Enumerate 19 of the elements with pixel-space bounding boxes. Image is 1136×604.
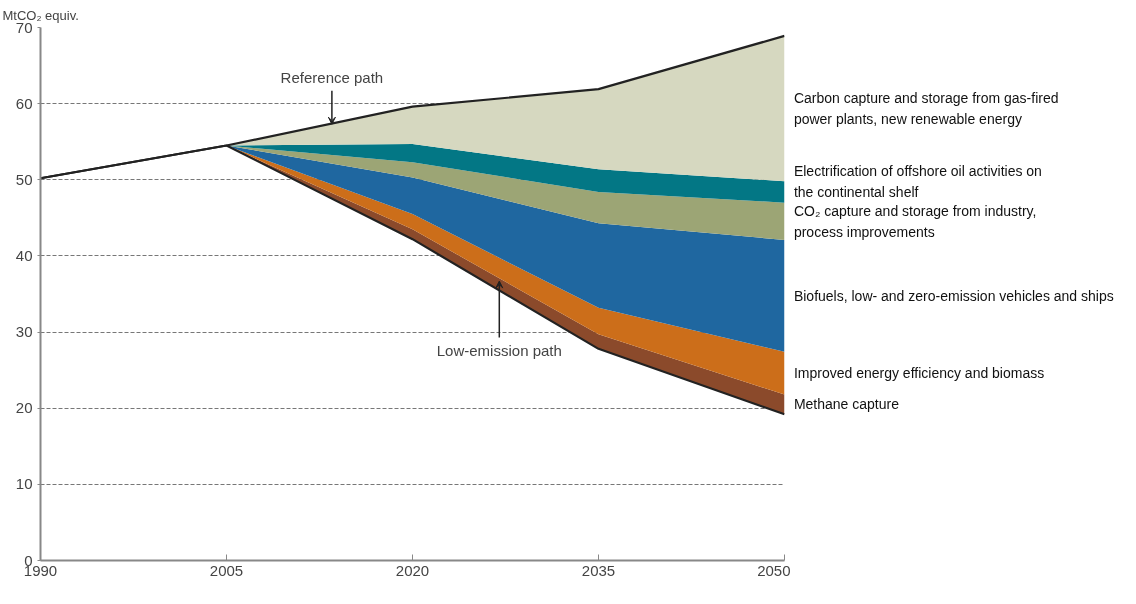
y-tick-label: 30 <box>15 323 33 341</box>
x-tick-label: 2005 <box>209 561 244 579</box>
series-label: Methane capture <box>793 396 900 413</box>
y-tick-label: 60 <box>15 94 33 112</box>
y-tick-label: 10 <box>15 475 33 493</box>
series-label: Improved energy efficiency and biomass <box>793 365 1045 382</box>
series-label: Biofuels, low- and zero-emission vehicles and ships <box>793 287 1114 304</box>
series-label: Electrification of offshore oil activities on the continental shelf <box>793 163 1042 200</box>
y-tick-label: 40 <box>15 246 33 264</box>
y-tick-label: 20 <box>15 399 33 417</box>
series-label: CO₂ capture and storage from industry, process improvements <box>793 202 1037 240</box>
y-axis-title: MtCO₂ equiv. <box>2 7 79 23</box>
x-tick-label: 2050 <box>757 561 791 579</box>
series-label: Carbon capture and storage from gas-fired power plants, new renewable energy <box>793 90 1059 127</box>
annotation: Reference path <box>280 69 384 87</box>
x-tick-label: 2035 <box>581 561 616 579</box>
annotation: Low-emission path <box>436 341 562 359</box>
x-tick-label: 2020 <box>395 561 430 579</box>
y-tick-label: 50 <box>15 170 33 188</box>
